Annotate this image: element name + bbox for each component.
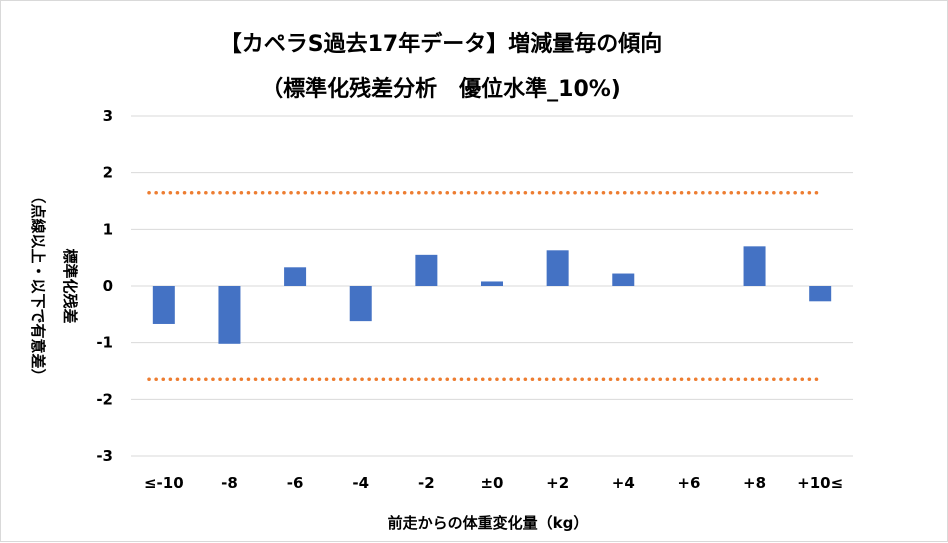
x-tick-label: ±0 [480, 474, 503, 492]
y-axis-label-note: （点線以上・以下で有意差） [29, 188, 47, 383]
x-tick-label: +6 [677, 474, 700, 492]
bar [349, 286, 372, 322]
x-tick-label: +4 [612, 474, 635, 492]
x-tick-label: -8 [221, 474, 238, 492]
y-tick-label: -1 [96, 334, 113, 352]
y-axis-label: 標準化残差 [61, 248, 79, 323]
x-tick-label: -6 [287, 474, 304, 492]
y-tick-label: 1 [103, 220, 113, 238]
bar [612, 273, 635, 286]
x-tick-label: +10≤ [797, 474, 843, 492]
chart-title: 【カペラS過去17年データ】増減量毎の傾向 [220, 31, 662, 57]
x-tick-label: -4 [352, 474, 369, 492]
y-tick-label: -3 [96, 447, 113, 465]
bar [481, 281, 503, 286]
x-tick-label: -2 [418, 474, 435, 492]
x-tick-label: +2 [546, 474, 569, 492]
bar [809, 286, 832, 302]
bar [743, 246, 766, 286]
bar [284, 267, 307, 286]
bar [415, 254, 438, 286]
x-tick-label: ≤-10 [144, 474, 184, 492]
x-axis-label: 前走からの体重変化量（kg） [388, 514, 589, 532]
bar [152, 286, 175, 324]
x-tick-label: +8 [743, 474, 766, 492]
bar [546, 250, 569, 286]
chart-subtitle: （標準化残差分析 優位水準_10%) [261, 76, 621, 102]
y-tick-label: -2 [96, 390, 113, 408]
bar [218, 286, 241, 344]
y-tick-label: 2 [103, 164, 113, 182]
y-tick-label: 3 [103, 107, 113, 125]
y-tick-label: 0 [103, 277, 113, 295]
